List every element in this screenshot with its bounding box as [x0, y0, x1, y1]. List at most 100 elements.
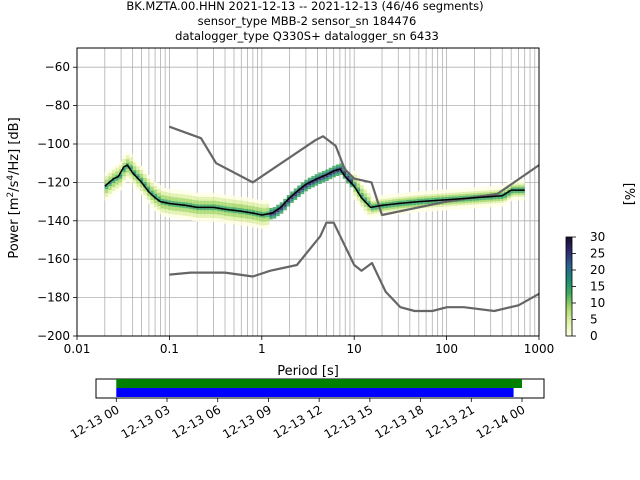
- heatmap-cell: [318, 178, 322, 181]
- heatmap-cell: [384, 196, 389, 199]
- heatmap-cell: [227, 195, 231, 198]
- heatmap-cell: [521, 196, 525, 199]
- heatmap-cell: [104, 191, 109, 193]
- heatmap-cell: [178, 195, 182, 198]
- heatmap-cell: [111, 167, 116, 170]
- heatmap-cell: [370, 198, 375, 201]
- heatmap-cell: [447, 208, 452, 211]
- heatmap-cell: [160, 212, 165, 215]
- heatmap-cell: [150, 205, 154, 208]
- heatmap-cell: [185, 206, 189, 209]
- heatmap-cell: [129, 178, 133, 181]
- heatmap-cell: [451, 202, 455, 205]
- heatmap-cell: [265, 199, 270, 202]
- heatmap-cell: [248, 201, 252, 204]
- chart-title: BK.MZTA.00.HHN 2021-12-13 -- 2021-12-13 …: [126, 0, 483, 43]
- heatmap-cell: [209, 192, 214, 195]
- heatmap-cell: [241, 217, 245, 220]
- heatmap-cell: [181, 205, 186, 208]
- heatmap-cell: [118, 188, 123, 191]
- heatmap-cell: [367, 214, 371, 217]
- heatmap-cell: [192, 195, 196, 198]
- heatmap-cell: [251, 200, 256, 203]
- heatmap-cell: [248, 209, 252, 212]
- heatmap-cell: [136, 173, 140, 176]
- heatmap-cell: [416, 191, 420, 194]
- heatmap-cell: [440, 204, 445, 207]
- heatmap-cell: [181, 192, 186, 195]
- heatmap-cell: [444, 193, 448, 196]
- heatmap-cell: [216, 212, 221, 215]
- heatmap-cell: [447, 190, 452, 193]
- heatmap-cell: [153, 182, 158, 185]
- heatmap-cell: [503, 203, 508, 206]
- heatmap-cell: [153, 187, 158, 190]
- heatmap-cell: [458, 201, 462, 204]
- heatmap-cell: [276, 206, 280, 209]
- heatmap-cell: [489, 191, 494, 194]
- heatmap-cell: [510, 191, 515, 194]
- heatmap-cell: [185, 214, 189, 216]
- heatmap-cell: [153, 184, 158, 187]
- heatmap-cell: [167, 207, 172, 210]
- heatmap-cell: [349, 177, 354, 180]
- heatmap-cell: [437, 191, 441, 194]
- heatmap-cell: [125, 176, 130, 179]
- heatmap-cell: [286, 195, 291, 197]
- heatmap-cell: [167, 188, 172, 191]
- heatmap-cell: [213, 196, 217, 199]
- heatmap-cell: [174, 207, 179, 209]
- heatmap-cell: [146, 180, 151, 183]
- heatmap-cell: [230, 210, 235, 213]
- heatmap-cell: [122, 160, 126, 163]
- heatmap-cell: [307, 179, 312, 182]
- heatmap-cell: [125, 155, 130, 158]
- heatmap-cell: [440, 202, 445, 205]
- heatmap-cell: [363, 189, 368, 192]
- heatmap-cell: [419, 196, 424, 199]
- heatmap-cell: [248, 219, 252, 221]
- heatmap-cell: [374, 200, 378, 202]
- heatmap-cell: [381, 212, 385, 215]
- heatmap-cell: [283, 206, 287, 209]
- heatmap-cell: [237, 219, 242, 222]
- heatmap-cell: [185, 202, 189, 205]
- heatmap-cell: [115, 186, 119, 189]
- heatmap-cell: [244, 203, 249, 206]
- heatmap-cell: [314, 183, 319, 186]
- y-tick-label: −200: [37, 329, 70, 343]
- heatmap-cell: [353, 191, 357, 194]
- heatmap-cell: [433, 201, 438, 204]
- heatmap-cell: [517, 181, 522, 184]
- heatmap-cell: [199, 219, 203, 222]
- heatmap-cell: [220, 194, 224, 197]
- heatmap-cell: [216, 205, 221, 207]
- heatmap-cell: [111, 165, 116, 168]
- heatmap-cell: [262, 223, 266, 226]
- heatmap-cell: [360, 189, 364, 191]
- heatmap-cell: [451, 194, 455, 197]
- heatmap-cell: [419, 192, 424, 195]
- heatmap-cell: [125, 170, 130, 173]
- heatmap-cell: [230, 197, 235, 200]
- heatmap-cell: [139, 173, 144, 176]
- heatmap-cell: [251, 223, 256, 226]
- heatmap-cell: [370, 212, 375, 215]
- heatmap-cell: [150, 178, 154, 181]
- heatmap-cell: [195, 196, 200, 199]
- heatmap-cell: [255, 204, 259, 207]
- heatmap-cell: [188, 218, 193, 221]
- heatmap-cell: [514, 191, 518, 193]
- heatmap-cell: [461, 188, 466, 190]
- heatmap-cell: [265, 217, 270, 220]
- curve-lines: [104, 125, 540, 313]
- heatmap-cell: [255, 222, 259, 225]
- heatmap-cell: [129, 153, 133, 156]
- heatmap-cell: [433, 197, 438, 200]
- heatmap-cell: [206, 214, 210, 216]
- heatmap-cell: [458, 188, 462, 191]
- heatmap-cell: [255, 218, 259, 221]
- heatmap-cell: [157, 186, 161, 189]
- heatmap-cell: [206, 217, 210, 220]
- heatmap-cell: [111, 185, 116, 187]
